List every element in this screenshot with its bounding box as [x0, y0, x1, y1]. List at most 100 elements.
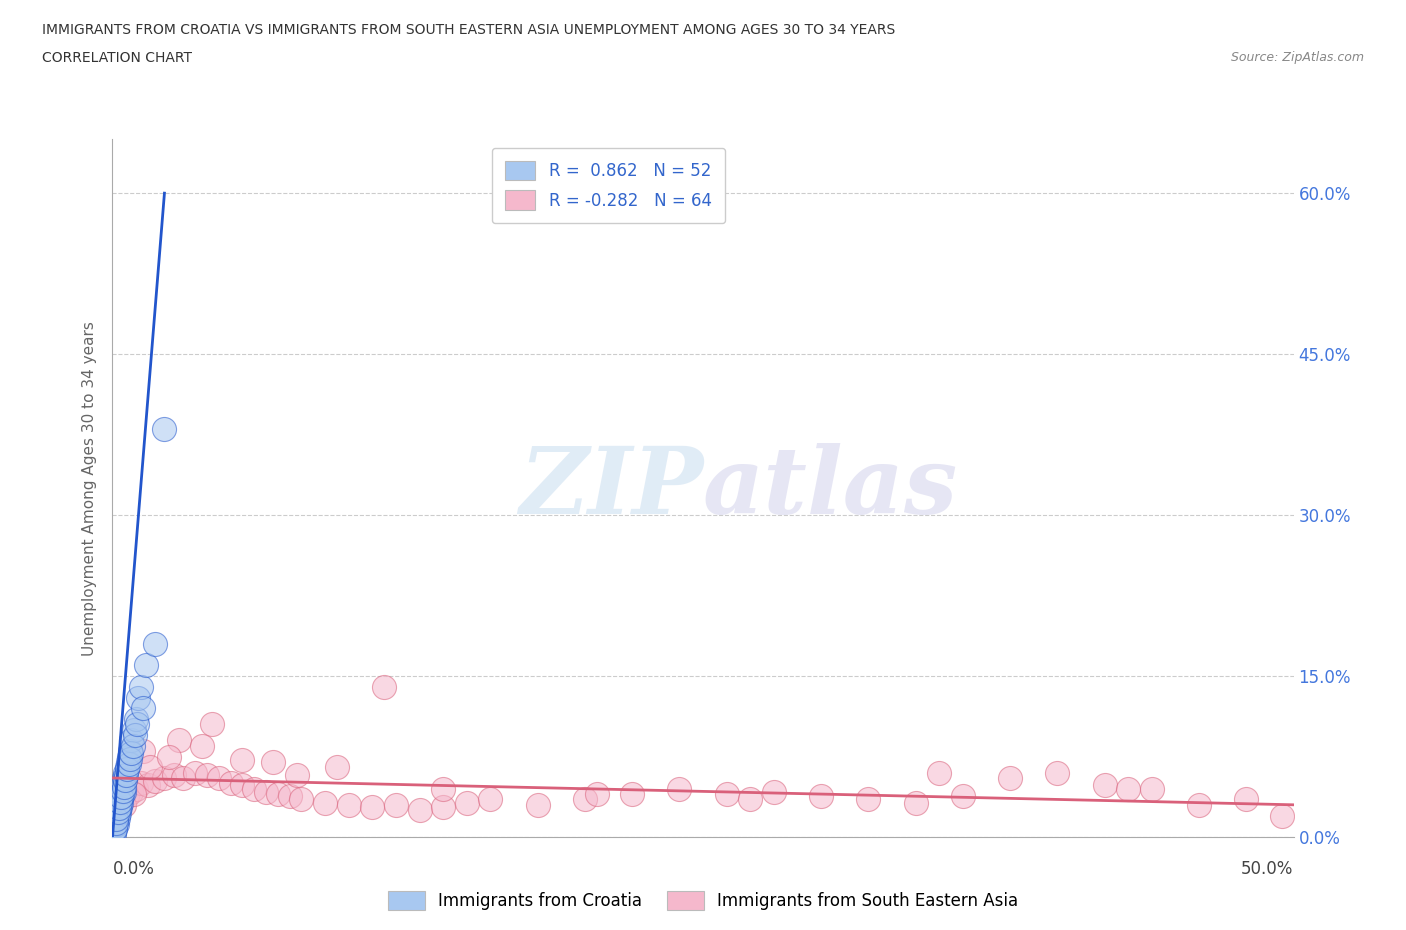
Point — [1188, 797, 1211, 812]
Point — [139, 760, 162, 775]
Point — [326, 760, 349, 775]
Point — [1046, 765, 1069, 780]
Legend: Immigrants from Croatia, Immigrants from South Eastern Asia: Immigrants from Croatia, Immigrants from… — [381, 884, 1025, 917]
Point — [108, 801, 131, 816]
Point — [104, 822, 127, 837]
Point — [112, 785, 135, 800]
Text: ZIP: ZIP — [519, 444, 703, 533]
Point — [107, 797, 129, 812]
Point — [122, 787, 145, 802]
Point — [125, 781, 148, 796]
Point — [858, 792, 880, 807]
Point — [120, 746, 142, 761]
Point — [107, 810, 129, 825]
Point — [254, 785, 277, 800]
Point — [479, 792, 502, 807]
Point — [219, 776, 242, 790]
Point — [129, 776, 152, 790]
Point — [1271, 808, 1294, 823]
Point — [117, 762, 139, 777]
Point — [456, 795, 478, 810]
Point — [105, 811, 128, 826]
Point — [998, 771, 1021, 786]
Point — [125, 711, 148, 726]
Point — [361, 800, 384, 815]
Point — [195, 767, 218, 782]
Point — [103, 818, 125, 833]
Point — [432, 800, 454, 815]
Point — [143, 774, 166, 789]
Point — [153, 422, 176, 437]
Point — [928, 765, 950, 780]
Point — [762, 785, 785, 800]
Point — [110, 790, 132, 804]
Point — [143, 636, 166, 651]
Point — [105, 792, 128, 807]
Point — [385, 797, 408, 812]
Point — [108, 800, 131, 815]
Y-axis label: Unemployment Among Ages 30 to 34 years: Unemployment Among Ages 30 to 34 years — [82, 321, 97, 656]
Point — [114, 765, 136, 780]
Point — [278, 789, 301, 804]
Point — [337, 797, 360, 812]
Point — [1116, 781, 1139, 796]
Point — [408, 803, 430, 817]
Point — [132, 744, 155, 759]
Point — [132, 701, 155, 716]
Point — [1234, 792, 1257, 807]
Point — [904, 795, 927, 810]
Point — [432, 781, 454, 796]
Text: atlas: atlas — [703, 444, 959, 533]
Point — [104, 821, 127, 836]
Point — [668, 781, 690, 796]
Point — [290, 792, 312, 807]
Point — [526, 797, 548, 812]
Point — [108, 806, 131, 821]
Point — [115, 760, 138, 775]
Point — [105, 808, 128, 823]
Point — [104, 816, 127, 830]
Point — [120, 733, 142, 748]
Point — [104, 814, 127, 829]
Point — [108, 792, 131, 807]
Point — [231, 752, 253, 767]
Point — [112, 797, 135, 812]
Point — [172, 771, 194, 786]
Point — [115, 767, 138, 782]
Point — [120, 785, 142, 800]
Point — [115, 789, 138, 804]
Point — [810, 789, 832, 804]
Point — [111, 781, 134, 796]
Text: CORRELATION CHART: CORRELATION CHART — [42, 51, 193, 65]
Point — [110, 795, 132, 810]
Point — [621, 787, 644, 802]
Text: 0.0%: 0.0% — [112, 860, 155, 878]
Point — [103, 827, 125, 842]
Point — [121, 738, 143, 753]
Point — [112, 776, 135, 790]
Point — [373, 679, 395, 694]
Point — [262, 754, 284, 769]
Point — [111, 789, 134, 804]
Point — [129, 679, 152, 694]
Legend: R =  0.862   N = 52, R = -0.282   N = 64: R = 0.862 N = 52, R = -0.282 N = 64 — [492, 148, 725, 223]
Point — [167, 733, 190, 748]
Point — [112, 771, 135, 786]
Point — [105, 803, 128, 817]
Point — [120, 744, 142, 759]
Point — [314, 795, 336, 810]
Point — [191, 738, 214, 753]
Point — [118, 749, 141, 764]
Point — [267, 787, 290, 802]
Point — [103, 824, 125, 839]
Point — [285, 767, 308, 782]
Point — [157, 749, 180, 764]
Point — [124, 727, 146, 742]
Point — [163, 767, 186, 782]
Point — [122, 723, 145, 737]
Point — [127, 690, 149, 705]
Point — [1140, 781, 1163, 796]
Point — [136, 778, 159, 793]
Point — [716, 787, 738, 802]
Point — [740, 792, 762, 807]
